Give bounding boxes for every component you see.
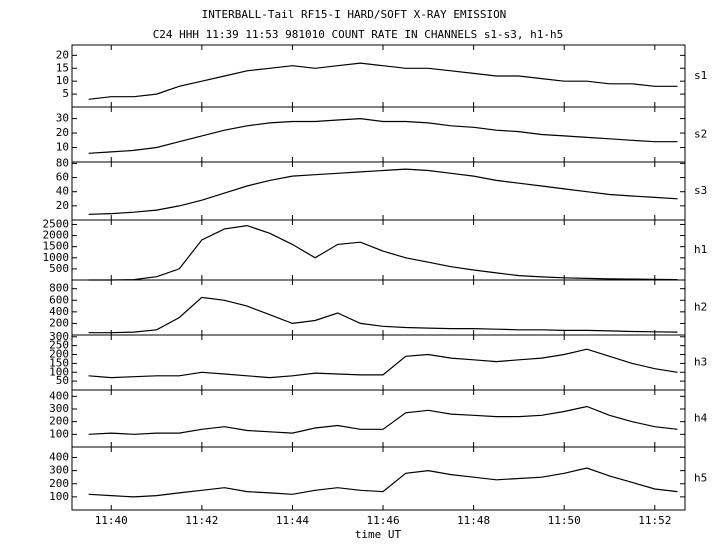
y-tick-label: 100 <box>49 427 69 440</box>
y-tick-label: 5 <box>62 87 69 100</box>
y-tick-label: 50 <box>56 374 69 387</box>
x-tick-label: 11:44 <box>276 514 309 527</box>
series-label: s1 <box>694 69 707 82</box>
x-tick-label: 11:40 <box>95 514 128 527</box>
series-label: h3 <box>694 356 707 369</box>
y-tick-label: 1500 <box>43 240 70 253</box>
y-tick-label: 800 <box>49 282 69 295</box>
y-tick-label: 500 <box>49 262 69 275</box>
y-tick-label: 2500 <box>43 217 70 230</box>
y-tick-label: 10 <box>56 74 69 87</box>
y-tick-label: 200 <box>49 477 69 490</box>
y-tick-label: 400 <box>49 451 69 464</box>
data-line <box>88 168 678 215</box>
y-tick-label: 60 <box>56 171 69 184</box>
y-tick-label: 400 <box>49 389 69 402</box>
x-axis-label: time UT <box>355 528 402 541</box>
y-tick-label: 15 <box>56 61 69 74</box>
x-tick-label: 11:42 <box>185 514 218 527</box>
y-tick-label: 600 <box>49 293 69 306</box>
y-tick-label: 20 <box>56 199 69 212</box>
y-tick-label: 30 <box>56 112 69 125</box>
y-tick-label: 2000 <box>43 229 70 242</box>
y-tick-label: 200 <box>49 316 69 329</box>
y-tick-label: 40 <box>56 185 69 198</box>
y-tick-label: 1000 <box>43 251 70 264</box>
y-tick-label: 150 <box>49 356 69 369</box>
x-tick-label: 11:52 <box>638 514 671 527</box>
chart-title: INTERBALL-Tail RF15-I HARD/SOFT X-RAY EM… <box>202 8 507 21</box>
series-label: h1 <box>694 243 707 256</box>
data-line <box>88 405 678 435</box>
x-tick-label: 11:50 <box>548 514 581 527</box>
chart-subtitle: C24 HHH 11:39 11:53 981010 COUNT RATE IN… <box>153 28 564 41</box>
x-tick-label: 11:46 <box>366 514 399 527</box>
y-tick-label: 200 <box>49 415 69 428</box>
series-label: h4 <box>694 412 708 425</box>
data-line <box>88 62 678 100</box>
series-label: s3 <box>694 184 707 197</box>
y-tick-label: 300 <box>49 402 69 415</box>
data-line <box>88 348 678 379</box>
y-tick-label: 80 <box>56 156 69 169</box>
series-label: h5 <box>694 472 707 485</box>
y-tick-label: 300 <box>49 464 69 477</box>
y-tick-label: 20 <box>56 48 69 61</box>
panel-frame <box>71 446 686 511</box>
series-label: s2 <box>694 128 707 141</box>
y-tick-label: 250 <box>49 339 69 352</box>
y-tick-label: 200 <box>49 348 69 361</box>
y-tick-label: 20 <box>56 126 69 139</box>
data-line <box>88 296 678 334</box>
data-line <box>88 224 678 281</box>
data-line <box>88 117 678 154</box>
x-tick-label: 11:48 <box>457 514 490 527</box>
series-label: h2 <box>694 301 707 314</box>
y-tick-label: 300 <box>49 330 69 343</box>
y-tick-label: 100 <box>49 490 69 503</box>
y-tick-label: 100 <box>49 365 69 378</box>
y-tick-label: 400 <box>49 305 69 318</box>
y-tick-label: 10 <box>56 141 69 154</box>
data-line <box>88 467 678 498</box>
